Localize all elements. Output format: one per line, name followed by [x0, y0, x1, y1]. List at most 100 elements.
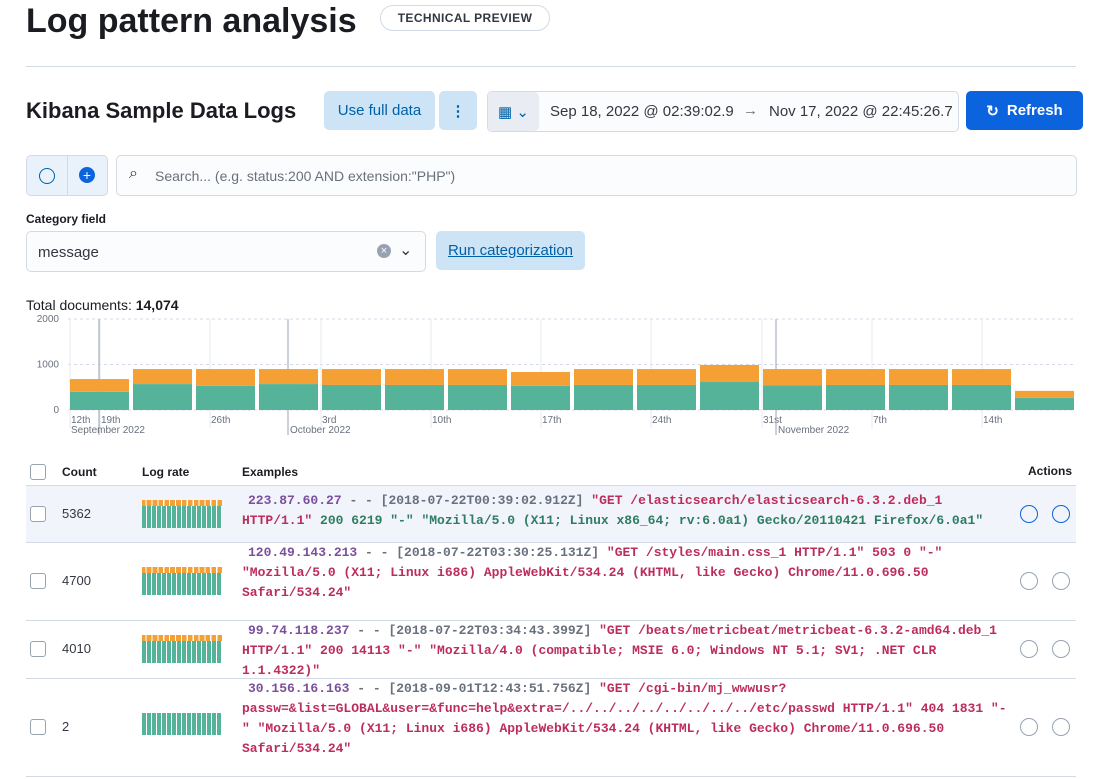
month-label: November 2022 [778, 425, 850, 436]
bar-segment [763, 369, 822, 386]
count: 2 [62, 719, 70, 734]
calendar-button[interactable]: ▦ ⌄ [488, 92, 539, 131]
col-log-rate: Log rate [142, 465, 190, 479]
refresh-icon: ↻ [986, 102, 999, 120]
filter-action[interactable] [1052, 640, 1070, 658]
col-actions: Actions [1028, 464, 1073, 478]
filter-action[interactable] [1052, 505, 1070, 523]
x-tick-label: 24th [652, 415, 671, 426]
search-icon: ⌕ [129, 165, 138, 182]
histogram: 0 1000 2000 12th 19th 26th 3rd 10th 17th 24th 31st… [37, 314, 1076, 436]
bar-segment [511, 372, 570, 386]
search-bar[interactable]: ⌕ Search... (e.g. status:200 AND extensi… [116, 155, 1077, 196]
view-action[interactable] [1020, 718, 1038, 736]
bar-segment [826, 384, 885, 410]
bar-segment [133, 369, 192, 385]
count: 4700 [62, 573, 91, 588]
count: 4010 [62, 641, 91, 656]
x-tick-label: 17th [542, 415, 561, 426]
x-tick-label: 7th [873, 415, 887, 426]
log-rate-sparkline [142, 567, 222, 595]
table-row[interactable]: 5362 223.87.60.27 - - [2018-07-22T00:39:… [26, 486, 1076, 543]
x-tick-label: 10th [432, 415, 451, 426]
example-tail: 200 6219 "-" "Mozilla/5.0 (X11; Linux x8… [320, 513, 984, 528]
use-full-data[interactable]: Use full data [324, 91, 435, 130]
col-count: Count [62, 465, 97, 479]
log-rate-sparkline [142, 713, 222, 735]
category-select[interactable]: message × ⌄ [26, 231, 426, 272]
log-rate-sparkline [142, 635, 222, 663]
bar-segment [637, 369, 696, 385]
table-row[interactable]: 4700 120.49.143.213 - - [2018-07-22T03:3… [26, 542, 1076, 621]
chevron[interactable]: ⌄ [399, 242, 413, 259]
example-timestamp: - - [2018-07-22T00:39:02.912Z] [349, 493, 584, 508]
example-timestamp: - - [2018-09-01T12:43:51.756Z] [357, 681, 592, 696]
date-picker[interactable]: ▦ ⌄ Sep 18, 2022 @ 02:39:02.9 → Nov 17, … [487, 91, 959, 132]
y-tick-label: 2000 [37, 314, 60, 325]
index-title: Kibana Sample Data Logs [26, 98, 297, 123]
bar-segment [196, 369, 255, 386]
bar-segment [952, 369, 1011, 385]
date-end[interactable]: Nov 17, 2022 @ 22:45:26.7 [769, 103, 953, 120]
x-tick-label: 14th [983, 415, 1002, 426]
add-filter[interactable]: + [79, 167, 95, 183]
date-start[interactable]: Sep 18, 2022 @ 02:39:02.9 [550, 103, 734, 120]
bar-segment [259, 384, 318, 410]
bar-segment [259, 369, 318, 385]
log-rate-sparkline [142, 500, 222, 528]
table-header: Count Log rate Examples Actions [26, 460, 1076, 486]
example-request: "GET /beats/metricbeat/metricbeat-6.3.2-… [242, 623, 997, 678]
view-action[interactable] [1020, 572, 1038, 590]
select-all[interactable] [30, 464, 46, 480]
table-row[interactable]: 2 30.156.16.163 - - [2018-09-01T12:43:51… [26, 678, 1076, 777]
x-tick-label: 12th [71, 415, 90, 426]
separator [67, 156, 68, 195]
example-ip: 30.156.16.163 [248, 681, 350, 696]
filter-action[interactable] [1052, 572, 1070, 590]
bar-segment [763, 385, 822, 410]
bar-segment [952, 384, 1011, 410]
filter-icon[interactable] [39, 168, 55, 184]
refresh-label: Refresh [1006, 102, 1063, 119]
example: 223.87.60.27 - - [2018-07-22T00:39:02.91… [242, 491, 1012, 531]
bar-segment [574, 384, 633, 410]
category-value: message [38, 244, 99, 261]
clear-icon[interactable]: × [377, 244, 391, 258]
total-documents: Total documents: 14,074 [26, 297, 179, 313]
filter-action[interactable] [1052, 718, 1070, 736]
bar-segment [637, 384, 696, 410]
row-checkbox[interactable] [30, 506, 46, 522]
bar-segment [826, 369, 885, 385]
col-examples: Examples [242, 465, 299, 479]
search-placeholder: Search... (e.g. status:200 AND extension… [155, 168, 456, 184]
category-label: Category field [26, 212, 107, 226]
example-timestamp: - - [2018-07-22T03:30:25.131Z] [365, 545, 600, 560]
more-button[interactable]: ⋮ [439, 91, 477, 130]
row-checkbox[interactable] [30, 719, 46, 735]
bar-segment [1015, 397, 1074, 410]
x-tick-label: 31st [763, 415, 782, 426]
total-label: Total documents: [26, 297, 132, 313]
example-ip: 120.49.143.213 [248, 545, 358, 560]
bar-segment [574, 369, 633, 385]
example-request: "GET /styles/main.css_1 HTTP/1.1" 503 0 … [242, 545, 943, 600]
bar-segment [889, 369, 948, 385]
page-title: Log pattern analysis [26, 2, 357, 40]
row-checkbox[interactable] [30, 573, 46, 589]
bar-segment [448, 369, 507, 385]
x-tick-label: 19th [101, 415, 120, 426]
month-label: September 2022 [71, 425, 145, 436]
refresh-button[interactable]: ↻ Refresh [966, 91, 1083, 130]
view-action[interactable] [1020, 505, 1038, 523]
bar-segment [448, 384, 507, 410]
view-action[interactable] [1020, 640, 1038, 658]
divider [26, 66, 1076, 67]
bar-segment [196, 385, 255, 410]
bar-segment [700, 382, 759, 410]
row-checkbox[interactable] [30, 641, 46, 657]
bar-segment [133, 384, 192, 410]
run-categorization[interactable]: Run categorization [436, 231, 585, 270]
table-row[interactable]: 4010 99.74.118.237 - - [2018-07-22T03:34… [26, 620, 1076, 679]
example-ip: 223.87.60.27 [248, 493, 342, 508]
